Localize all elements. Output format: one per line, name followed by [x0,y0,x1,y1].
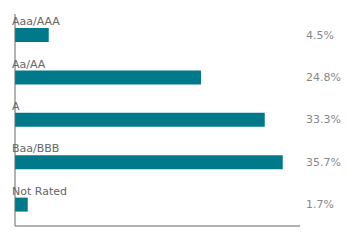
svg-text:1.7%: 1.7% [306,198,334,211]
svg-text:Aaa/AAA: Aaa/AAA [12,15,60,28]
svg-text:A: A [12,100,20,113]
svg-text:Not Rated: Not Rated [12,185,67,198]
svg-text:4.5%: 4.5% [306,29,334,42]
svg-text:24.8%: 24.8% [306,71,341,84]
svg-text:33.3%: 33.3% [306,113,341,126]
svg-text:Baa/BBB: Baa/BBB [12,142,59,155]
svg-text:Aa/AA: Aa/AA [12,58,46,71]
svg-text:35.7%: 35.7% [306,156,341,169]
